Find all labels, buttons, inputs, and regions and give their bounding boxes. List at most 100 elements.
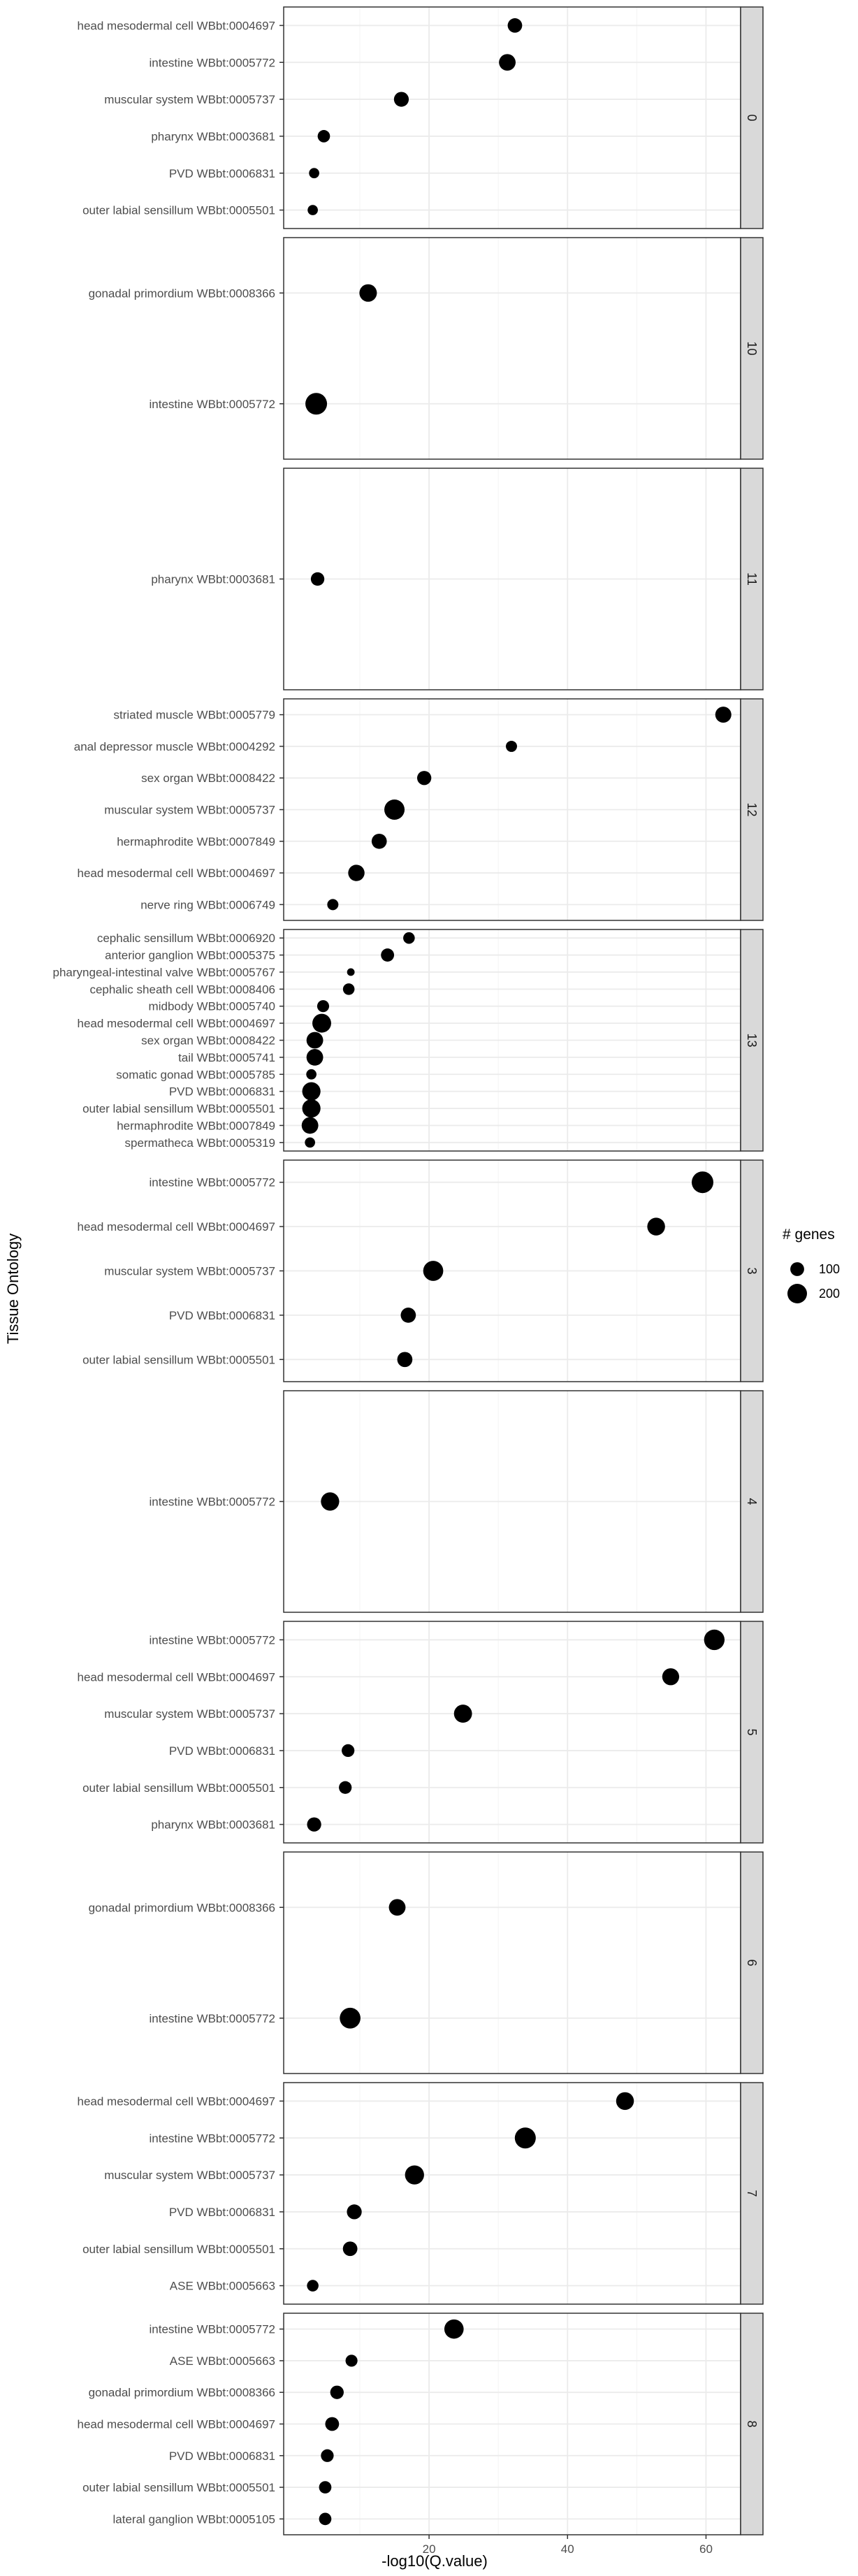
data-point: [312, 1013, 331, 1033]
y-tick-label: anal depressor muscle WBbt:0004292: [74, 740, 275, 753]
data-point: [309, 168, 319, 179]
data-point: [347, 968, 355, 976]
panel-background: [284, 1621, 741, 1843]
y-tick-label: gonadal primordium WBbt:0008366: [89, 2386, 275, 2399]
data-point: [371, 833, 387, 849]
y-tick-label: intestine WBbt:0005772: [149, 2323, 275, 2336]
facet-strip-label: 6: [745, 1959, 759, 1966]
data-point: [388, 1899, 406, 1916]
data-point: [302, 1082, 321, 1101]
y-tick-label: muscular system WBbt:0005737: [104, 2169, 275, 2182]
data-point: [348, 864, 365, 881]
y-tick-label: lateral ganglion WBbt:0005105: [113, 2512, 276, 2526]
data-point: [307, 205, 318, 215]
y-tick-label: pharynx WBbt:0003681: [151, 573, 275, 586]
x-axis-title: -log10(Q.value): [381, 2552, 488, 2570]
x-tick-label: 40: [561, 2542, 574, 2556]
y-tick-label: striated muscle WBbt:0005779: [113, 709, 275, 722]
legend-key: [790, 1262, 804, 1276]
data-point: [305, 1137, 315, 1148]
data-point: [647, 1217, 665, 1236]
facet-panel: intestine WBbt:0005772 ASE WBbt:0005663 go…: [78, 2313, 764, 2535]
data-point: [384, 799, 405, 820]
data-point: [514, 2127, 536, 2149]
y-tick-label: tail WBbt:0005741: [178, 1051, 275, 1064]
y-tick-label: intestine WBbt:0005772: [149, 1496, 275, 1509]
facet-panel: head mesodermal cell WBbt:0004697 intesti…: [78, 2082, 764, 2305]
data-point: [507, 18, 523, 33]
facet-panel: intestine WBbt:0005772 head mesodermal ce…: [78, 1159, 764, 1382]
data-point: [306, 1069, 317, 1080]
facet-panel: gonadal primordium WBbt:0008366 intestine…: [89, 237, 764, 460]
y-tick-label: pharynx WBbt:0003681: [151, 130, 275, 143]
facet-strip: [740, 698, 764, 921]
facet-panel: striated muscle WBbt:0005779 anal depress…: [74, 698, 764, 921]
facet-strip: [740, 1390, 764, 1613]
data-point: [306, 1032, 323, 1049]
y-tick-label: cephalic sensillum WBbt:0006920: [97, 932, 275, 945]
data-point: [506, 740, 517, 752]
y-tick-label: head mesodermal cell WBbt:0004697: [78, 19, 276, 32]
facet-panel: head mesodermal cell WBbt:0004697 intesti…: [78, 6, 764, 229]
facet-panel: intestine WBbt:0005772 4: [149, 1390, 764, 1613]
y-tick-label: PVD WBbt:0006831: [169, 1744, 275, 1758]
y-tick-label: nerve ring WBbt:0006749: [140, 898, 275, 911]
data-point: [342, 983, 355, 995]
x-axis: 20 40 60: [423, 2535, 713, 2556]
y-tick-label: outer labial sensillum WBbt:0005501: [82, 204, 275, 217]
y-axis-title: Tissue Ontology: [4, 1233, 22, 1344]
y-tick-label: PVD WBbt:0006831: [169, 1309, 275, 1322]
facet-strip: [740, 1621, 764, 1844]
x-tick-label: 20: [423, 2542, 436, 2556]
data-point: [715, 707, 732, 723]
data-point: [310, 572, 325, 586]
facet-panel: pharynx WBbt:0003681 11: [151, 468, 764, 690]
data-point: [345, 2354, 358, 2367]
facet-strip: [740, 1159, 764, 1382]
data-point: [340, 2007, 361, 2029]
facet-strip-label: 0: [745, 114, 759, 121]
legend-label: 100: [819, 1262, 840, 1276]
y-tick-label: head mesodermal cell WBbt:0004697: [78, 1670, 276, 1684]
data-point: [417, 771, 432, 786]
data-point: [397, 1352, 413, 1368]
y-tick-label: head mesodermal cell WBbt:0004697: [78, 1220, 276, 1233]
panel-background: [284, 238, 741, 459]
facet-strip: [740, 2082, 764, 2305]
y-tick-label: sex organ WBbt:0008422: [141, 1034, 275, 1048]
facet-strip: [740, 6, 764, 229]
y-tick-label: intestine WBbt:0005772: [149, 56, 275, 69]
y-tick-label: muscular system WBbt:0005737: [104, 93, 275, 106]
data-point: [499, 54, 516, 71]
y-tick-label: PVD WBbt:0006831: [169, 167, 275, 180]
facet-strip: [740, 929, 764, 1152]
y-tick-label: intestine WBbt:0005772: [149, 398, 275, 411]
data-point: [692, 1171, 713, 1194]
y-tick-label: intestine WBbt:0005772: [149, 1176, 275, 1189]
y-tick-label: spermatheca WBbt:0005319: [125, 1136, 275, 1150]
data-point: [305, 393, 328, 415]
y-tick-label: outer labial sensillum WBbt:0005501: [82, 1781, 275, 1795]
facet-strip-label: 10: [745, 341, 759, 355]
y-tick-label: gonadal primordium WBbt:0008366: [89, 287, 275, 300]
panel-background: [284, 2083, 741, 2304]
y-tick-label: outer labial sensillum WBbt:0005501: [82, 1353, 275, 1366]
y-tick-label: cephalic sheath cell WBbt:0008406: [89, 983, 275, 996]
data-point: [393, 92, 409, 107]
facet-strip: [740, 237, 764, 460]
y-tick-label: hermaphrodite WBbt:0007849: [117, 835, 275, 848]
y-tick-label: sex organ WBbt:0008422: [141, 772, 275, 785]
data-point: [704, 1629, 725, 1651]
facet-strip-label: 3: [745, 1267, 759, 1274]
y-tick-label: outer labial sensillum WBbt:0005501: [82, 2243, 275, 2256]
facet-strip-label: 13: [745, 1033, 759, 1047]
data-point: [302, 1099, 321, 1118]
data-point: [400, 1308, 416, 1323]
y-tick-label: hermaphrodite WBbt:0007849: [117, 1119, 275, 1132]
data-point: [317, 130, 330, 143]
y-tick-label: ASE WBbt:0005663: [170, 2354, 275, 2368]
legend-key: [787, 1284, 807, 1303]
data-point: [325, 2417, 340, 2431]
data-point: [321, 1492, 340, 1511]
